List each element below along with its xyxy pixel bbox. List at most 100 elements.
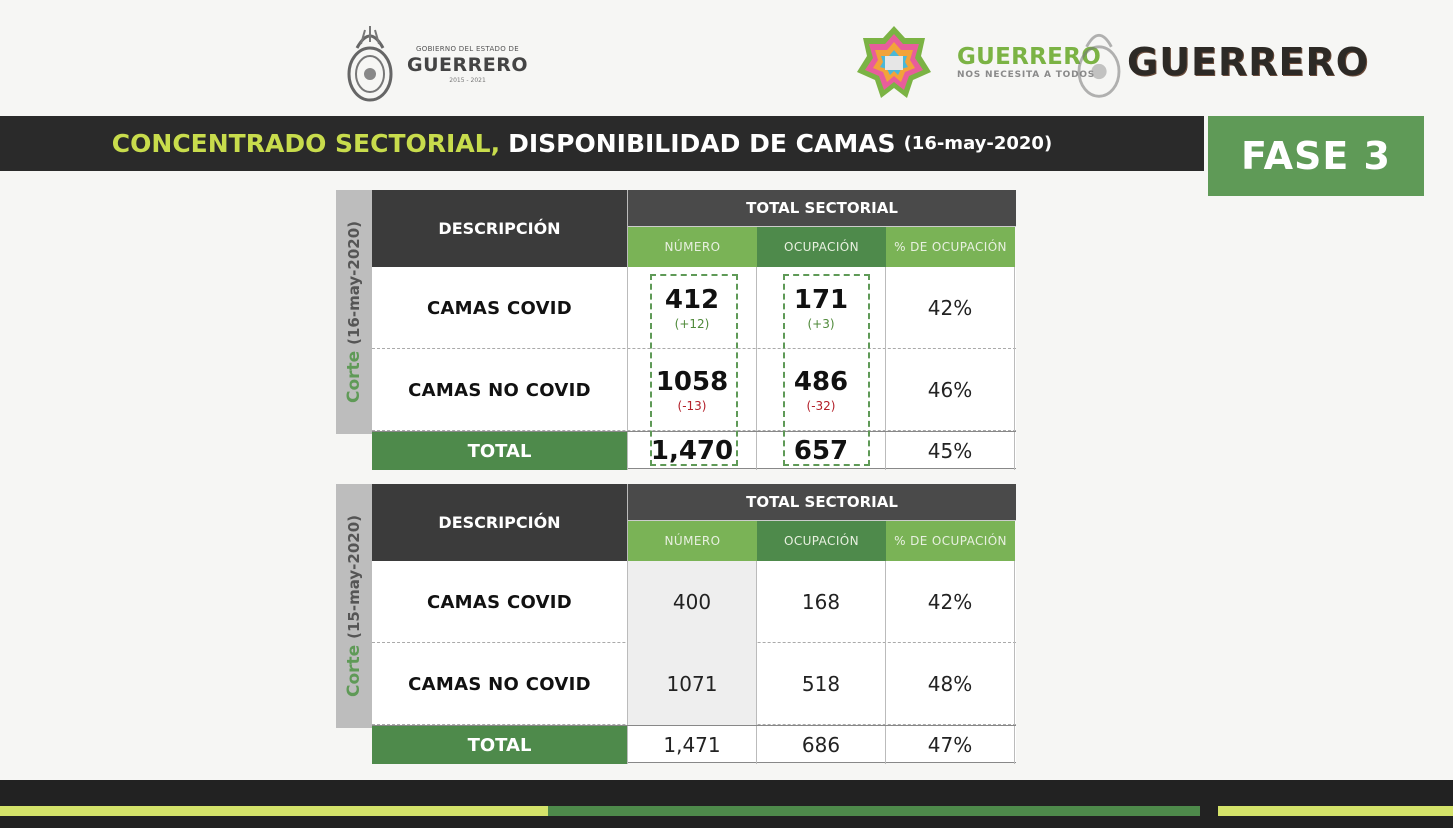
side-label-text: Corte (15-may-2020) xyxy=(344,515,364,697)
total-row: TOTAL 1,471 686 47% xyxy=(372,725,1016,764)
total-pct-value: 45% xyxy=(927,439,973,463)
total-pct: 45% xyxy=(886,432,1015,470)
total-pct: 47% xyxy=(886,726,1015,764)
total-pct-value: 47% xyxy=(927,733,973,757)
total-numero-value: 1,470 xyxy=(650,436,734,466)
row-description: CAMAS COVID xyxy=(372,267,628,349)
beds-table-previous: Corte (15-may-2020) DESCRIPCIÓN TOTAL SE… xyxy=(336,484,1016,764)
header-description: DESCRIPCIÓN xyxy=(372,190,628,267)
row-ocupacion: 168 xyxy=(757,561,886,643)
table-grid: DESCRIPCIÓN TOTAL SECTORIAL NÚMERO OCUPA… xyxy=(372,190,1016,470)
title-bar: CONCENTRADO SECTORIAL, DISPONIBILIDAD DE… xyxy=(0,116,1204,171)
government-name: GOBIERNO DEL ESTADO DE GUERRERO 2015 - 2… xyxy=(407,45,528,84)
side-prefix: Corte xyxy=(344,644,365,697)
pct-value: 42% xyxy=(927,590,973,614)
footer-stripe-yellow xyxy=(0,806,548,816)
header-description: DESCRIPCIÓN xyxy=(372,484,628,561)
header-ocupacion: OCUPACIÓN xyxy=(757,227,886,267)
header-pct: % DE OCUPACIÓN xyxy=(886,521,1015,561)
row-numero: 1071 xyxy=(628,643,757,725)
campaign-text: GUERRERO NOS NECESITA A TODOS xyxy=(957,44,1101,80)
star-logo-icon xyxy=(857,26,931,98)
gov-name-text: GUERRERO xyxy=(407,53,529,76)
total-label: TOTAL xyxy=(372,432,628,470)
footer-stripe-green xyxy=(548,806,1200,816)
numero-value: 400 xyxy=(672,590,712,614)
fase-badge: FASE 3 xyxy=(1208,116,1424,196)
ocupacion-value: 518 xyxy=(801,672,841,696)
row-desc-text: CAMAS NO COVID xyxy=(408,379,591,401)
header-total-sectorial: TOTAL SECTORIAL xyxy=(628,484,1016,521)
row-numero: 400 xyxy=(628,561,757,643)
total-ocupacion: 657 xyxy=(757,432,886,470)
brand-wordmark: GUERRERO xyxy=(1127,40,1370,84)
faded-seal-icon xyxy=(1077,33,1121,98)
numero-value: 1058 xyxy=(655,367,729,397)
gov-years-text: 2015 - 2021 xyxy=(449,76,486,84)
table-row: CAMAS COVID 412 (+12) 171 (+3) 42% xyxy=(372,267,1016,349)
footer-stripe-yellow-right xyxy=(1218,806,1453,816)
header-ocupacion: OCUPACIÓN xyxy=(757,521,886,561)
row-numero: 412 (+12) xyxy=(628,267,757,349)
table-row: CAMAS NO COVID 1071 518 48% xyxy=(372,643,1016,725)
ocupacion-delta: (+3) xyxy=(807,317,835,331)
header-right: TOTAL SECTORIAL NÚMERO OCUPACIÓN % DE OC… xyxy=(628,190,1016,267)
row-description: CAMAS COVID xyxy=(372,561,628,643)
gov-small-text: GOBIERNO DEL ESTADO DE xyxy=(416,44,519,53)
side-label: Corte (16-may-2020) xyxy=(336,190,372,434)
ocupacion-value: 171 xyxy=(793,285,849,315)
title-sub: DISPONIBILIDAD DE CAMAS xyxy=(508,129,896,158)
footer-bar xyxy=(0,780,1453,828)
header-right: TOTAL SECTORIAL NÚMERO OCUPACIÓN % DE OC… xyxy=(628,484,1016,561)
campaign-subtitle: NOS NECESITA A TODOS xyxy=(957,70,1096,80)
row-ocupacion: 486 (-32) xyxy=(757,349,886,431)
side-prefix: Corte xyxy=(344,350,365,403)
row-description: CAMAS NO COVID xyxy=(372,349,628,431)
pct-value: 42% xyxy=(927,296,973,320)
table-row: CAMAS NO COVID 1058 (-13) 486 (-32) 46% xyxy=(372,349,1016,431)
total-row: TOTAL 1,470 657 45% xyxy=(372,431,1016,470)
ocupacion-value: 168 xyxy=(801,590,841,614)
title-main: CONCENTRADO SECTORIAL, xyxy=(111,129,501,158)
total-numero-value: 1,471 xyxy=(663,733,721,757)
row-description: CAMAS NO COVID xyxy=(372,643,628,725)
row-desc-text: CAMAS NO COVID xyxy=(408,673,591,695)
ocupacion-delta: (-32) xyxy=(806,399,836,413)
total-ocupacion-value: 657 xyxy=(793,436,849,466)
header-subcolumns: NÚMERO OCUPACIÓN % DE OCUPACIÓN xyxy=(628,521,1016,561)
pct-value: 46% xyxy=(927,378,973,402)
header-numero: NÚMERO xyxy=(628,227,757,267)
side-date: (15-may-2020) xyxy=(345,515,364,639)
total-ocupacion-value: 686 xyxy=(801,733,841,757)
numero-value: 412 xyxy=(664,285,720,315)
row-ocupacion: 518 xyxy=(757,643,886,725)
government-logo: GOBIERNO DEL ESTADO DE GUERRERO 2015 - 2… xyxy=(345,22,528,106)
table-header-row: DESCRIPCIÓN TOTAL SECTORIAL NÚMERO OCUPA… xyxy=(372,484,1016,561)
numero-delta: (+12) xyxy=(674,317,710,331)
total-ocupacion: 686 xyxy=(757,726,886,764)
row-ocupacion: 171 (+3) xyxy=(757,267,886,349)
side-date: (16-may-2020) xyxy=(345,221,364,345)
campaign-logo: GUERRERO NOS NECESITA A TODOS GUERRERO xyxy=(855,22,1368,102)
fase-label: FASE 3 xyxy=(1240,134,1391,178)
row-pct: 48% xyxy=(886,643,1015,725)
pct-value: 48% xyxy=(927,672,973,696)
row-desc-text: CAMAS COVID xyxy=(426,297,573,319)
row-pct: 42% xyxy=(886,267,1015,349)
row-numero: 1058 (-13) xyxy=(628,349,757,431)
total-numero: 1,470 xyxy=(628,432,757,470)
row-desc-text: CAMAS COVID xyxy=(426,591,573,613)
numero-value: 1071 xyxy=(666,672,718,696)
side-label-text: Corte (16-may-2020) xyxy=(344,221,364,403)
header-numero: NÚMERO xyxy=(628,521,757,561)
row-pct: 42% xyxy=(886,561,1015,643)
total-label: TOTAL xyxy=(372,726,628,764)
numero-delta: (-13) xyxy=(677,399,707,413)
table-row: CAMAS COVID 400 168 42% xyxy=(372,561,1016,643)
title-date: (16-may-2020) xyxy=(903,133,1053,154)
side-label: Corte (15-may-2020) xyxy=(336,484,372,728)
table-header-row: DESCRIPCIÓN TOTAL SECTORIAL NÚMERO OCUPA… xyxy=(372,190,1016,267)
header-total-sectorial: TOTAL SECTORIAL xyxy=(628,190,1016,227)
table-grid: DESCRIPCIÓN TOTAL SECTORIAL NÚMERO OCUPA… xyxy=(372,484,1016,764)
header-subcolumns: NÚMERO OCUPACIÓN % DE OCUPACIÓN xyxy=(628,227,1016,267)
